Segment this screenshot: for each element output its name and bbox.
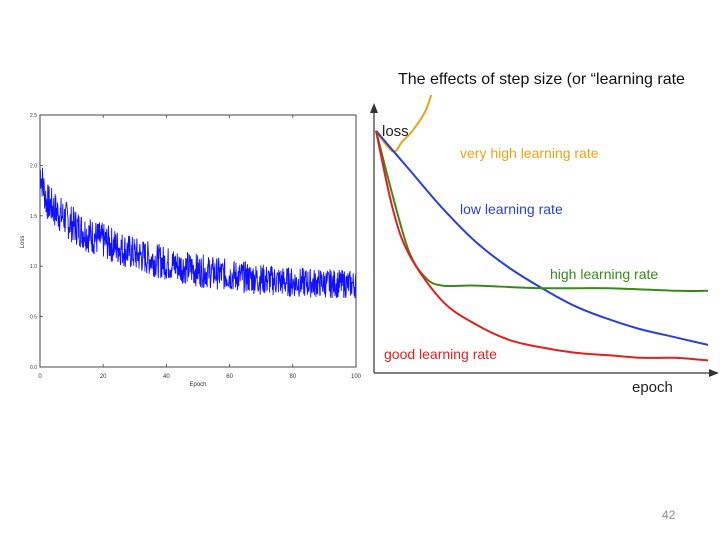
left-x-tick-label: 60 — [226, 374, 233, 380]
x-axis-arrow — [709, 369, 719, 377]
left-y-tick-label: 2.0 — [30, 163, 37, 169]
slide-number: 42 — [662, 508, 676, 522]
y-axis-arrow — [370, 103, 378, 113]
left-y-tick-label: 0.5 — [30, 315, 37, 321]
noisy-loss-chart: 0 20 40 60 80 100 2.5 2.0 1.5 1.0 0.5 0.0 Epoch Los… — [20, 113, 362, 388]
left-x-tick-label: 0 — [38, 374, 42, 380]
left-y-tick-label: 0.0 — [30, 365, 37, 371]
annotation-good: good learning rate — [384, 346, 497, 362]
left-x-axis-label: Epoch — [189, 382, 206, 388]
left-y-tick-label: 1.5 — [30, 214, 37, 220]
annotation-low: low learning rate — [460, 201, 563, 217]
left-y-axis-label: Loss — [20, 236, 26, 249]
right-x-axis-label: epoch — [632, 379, 673, 396]
annotation-high: high learning rate — [550, 266, 658, 282]
annotation-very-high: very high learning rate — [460, 145, 599, 161]
learning-rate-chart: loss epoch very high learning rate low l… — [370, 95, 719, 396]
left-x-tick-label: 40 — [163, 374, 170, 380]
left-x-tick-label: 20 — [100, 374, 107, 380]
loss-series-line — [39, 167, 357, 299]
left-y-tick-label: 2.5 — [30, 113, 37, 119]
right-y-axis-label: loss — [382, 123, 409, 140]
low-lr-curve — [375, 130, 709, 346]
left-x-tick-label: 80 — [289, 374, 296, 380]
high-lr-curve — [375, 130, 709, 292]
left-x-tick-label: 100 — [351, 374, 362, 380]
left-y-tick-label: 1.0 — [30, 264, 37, 270]
slide-title: The effects of step size (or “learning r… — [398, 71, 685, 88]
good-lr-curve — [375, 130, 709, 362]
